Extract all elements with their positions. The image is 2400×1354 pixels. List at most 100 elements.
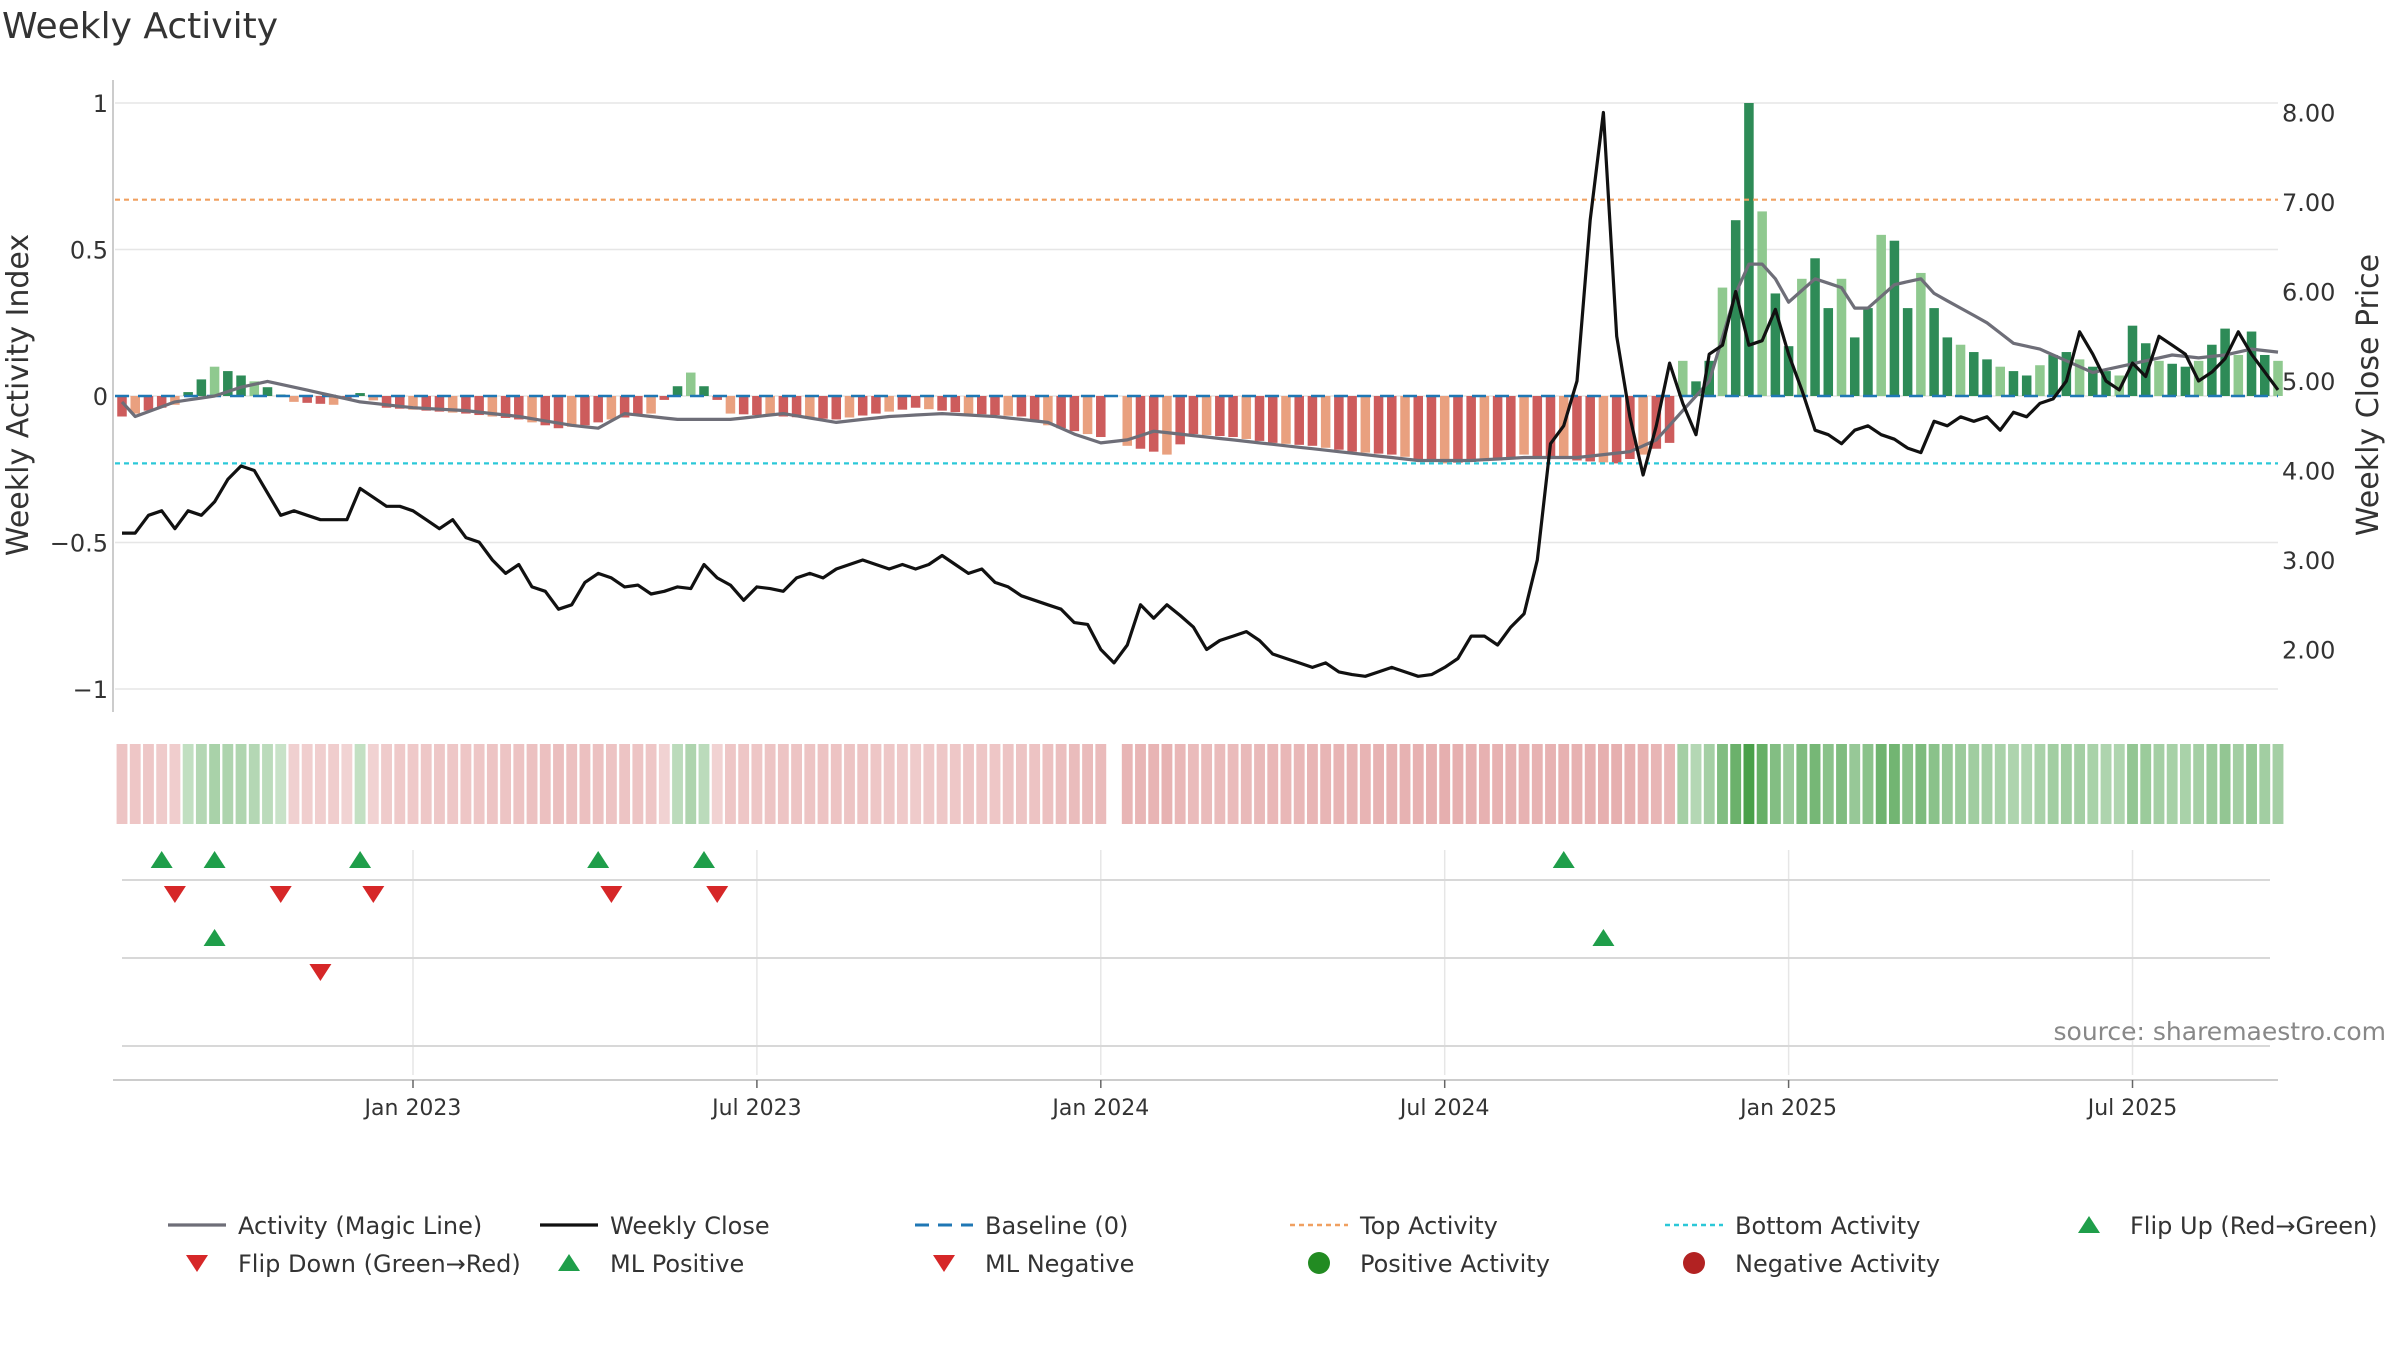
strip-cell (1505, 744, 1517, 824)
strip-cell (1478, 744, 1490, 824)
activity-bar (2140, 343, 2151, 396)
activity-bar (976, 396, 987, 415)
activity-bar (249, 381, 260, 396)
activity-bar (1757, 211, 1767, 396)
strip-cell (1598, 744, 1609, 824)
activity-bar (1506, 396, 1516, 458)
activity-bar (1439, 396, 1450, 464)
flip-up-marker (349, 851, 372, 868)
x-tick-label: Jan 2025 (1738, 1096, 1837, 1121)
legend-label: Bottom Activity (1735, 1212, 1920, 1240)
activity-bar (2220, 328, 2230, 396)
strip-cell (1928, 744, 1940, 824)
activity-bar (1122, 396, 1133, 446)
activity-bar (1162, 396, 1172, 455)
strip-cell (1121, 744, 1133, 824)
activity-heat-strip (116, 744, 2284, 824)
activity-bar (1770, 293, 1781, 396)
strip-cell (751, 744, 763, 824)
strip-cell (1637, 744, 1649, 824)
activity-bar (1188, 396, 1199, 435)
activity-bar (844, 396, 855, 418)
activity-bar (1426, 396, 1437, 462)
activity-bar (1823, 308, 1834, 396)
strip-cell (1399, 744, 1411, 824)
strip-cell (1981, 744, 1993, 824)
activity-bar (593, 396, 603, 423)
strip-cell (976, 744, 988, 824)
activity-bar (1307, 396, 1318, 446)
legend-label: Negative Activity (1735, 1250, 1940, 1278)
activity-bar (2127, 325, 2138, 396)
left-tick-label: −1 (73, 676, 108, 704)
activity-bar (606, 396, 617, 420)
strip-cell (1664, 744, 1675, 824)
legend-swatch-dot (1308, 1252, 1330, 1274)
strip-cell (2140, 744, 2152, 824)
flip-up-marker (203, 851, 226, 868)
activity-bar (1598, 396, 1609, 463)
strip-cell (1029, 744, 1041, 824)
activity-bar (289, 396, 299, 402)
strip-cell (156, 744, 168, 824)
activity-bar (897, 396, 908, 410)
activity-bar (2101, 371, 2111, 396)
strip-cell (1717, 744, 1728, 824)
activity-bar (1916, 272, 1926, 396)
activity-bar (818, 396, 828, 419)
strip-cell (1135, 744, 1146, 824)
activity-bar (1215, 396, 1225, 437)
strip-cell (1690, 744, 1702, 824)
x-tick-label: Jan 2024 (1050, 1096, 1149, 1121)
strip-cell (1359, 744, 1371, 824)
activity-bar (2167, 363, 2177, 396)
activity-bar (1241, 396, 1252, 439)
activity-bar (1148, 396, 1159, 452)
strip-cell (500, 744, 512, 824)
strip-cell (1082, 744, 1093, 824)
strip-cell (1307, 744, 1318, 824)
activity-bar (1492, 396, 1503, 461)
strip-cell (1426, 744, 1437, 824)
flip-up-marker (692, 851, 715, 868)
strip-cell (1465, 744, 1477, 824)
strip-cell (1968, 744, 1980, 824)
strip-cell (2060, 744, 2072, 824)
strip-cell (619, 744, 631, 824)
activity-bar (1942, 337, 1953, 396)
activity-bar (633, 396, 643, 416)
left-tick-label: −0.5 (50, 530, 108, 558)
strip-cell (1836, 744, 1847, 824)
flip-up-marker (1552, 851, 1575, 868)
activity-bar (1294, 396, 1304, 445)
activity-bar (1678, 360, 1688, 396)
flip-down-marker (269, 886, 292, 903)
activity-bar (1387, 396, 1397, 455)
activity-bar (527, 396, 537, 423)
strip-cell (473, 744, 485, 824)
strip-cell (764, 744, 776, 824)
strip-cell (1187, 744, 1199, 824)
strip-cell (738, 744, 750, 824)
strip-cell (248, 744, 260, 824)
activity-bar (553, 396, 564, 429)
strip-cell (1095, 744, 1107, 824)
activity-bar (1995, 366, 2005, 396)
strip-cell (579, 744, 591, 824)
y-axis-label-right: Weekly Close Price (2351, 254, 2386, 536)
strip-cell (209, 744, 221, 824)
activity-bar (2048, 354, 2058, 396)
strip-cell (1280, 744, 1292, 824)
activity-bar (328, 396, 339, 405)
activity-bar (1175, 396, 1185, 445)
strip-cell (1756, 744, 1768, 824)
activity-bar (1611, 396, 1622, 464)
strip-cell (129, 744, 141, 824)
right-tick-label: 7.00 (2282, 189, 2335, 217)
ml-positive-marker (1592, 929, 1615, 946)
activity-bar (1135, 396, 1146, 449)
activity-bar (1334, 396, 1344, 450)
strip-cell (1809, 744, 1821, 824)
strip-cell (936, 744, 948, 824)
strip-cell (1346, 744, 1358, 824)
